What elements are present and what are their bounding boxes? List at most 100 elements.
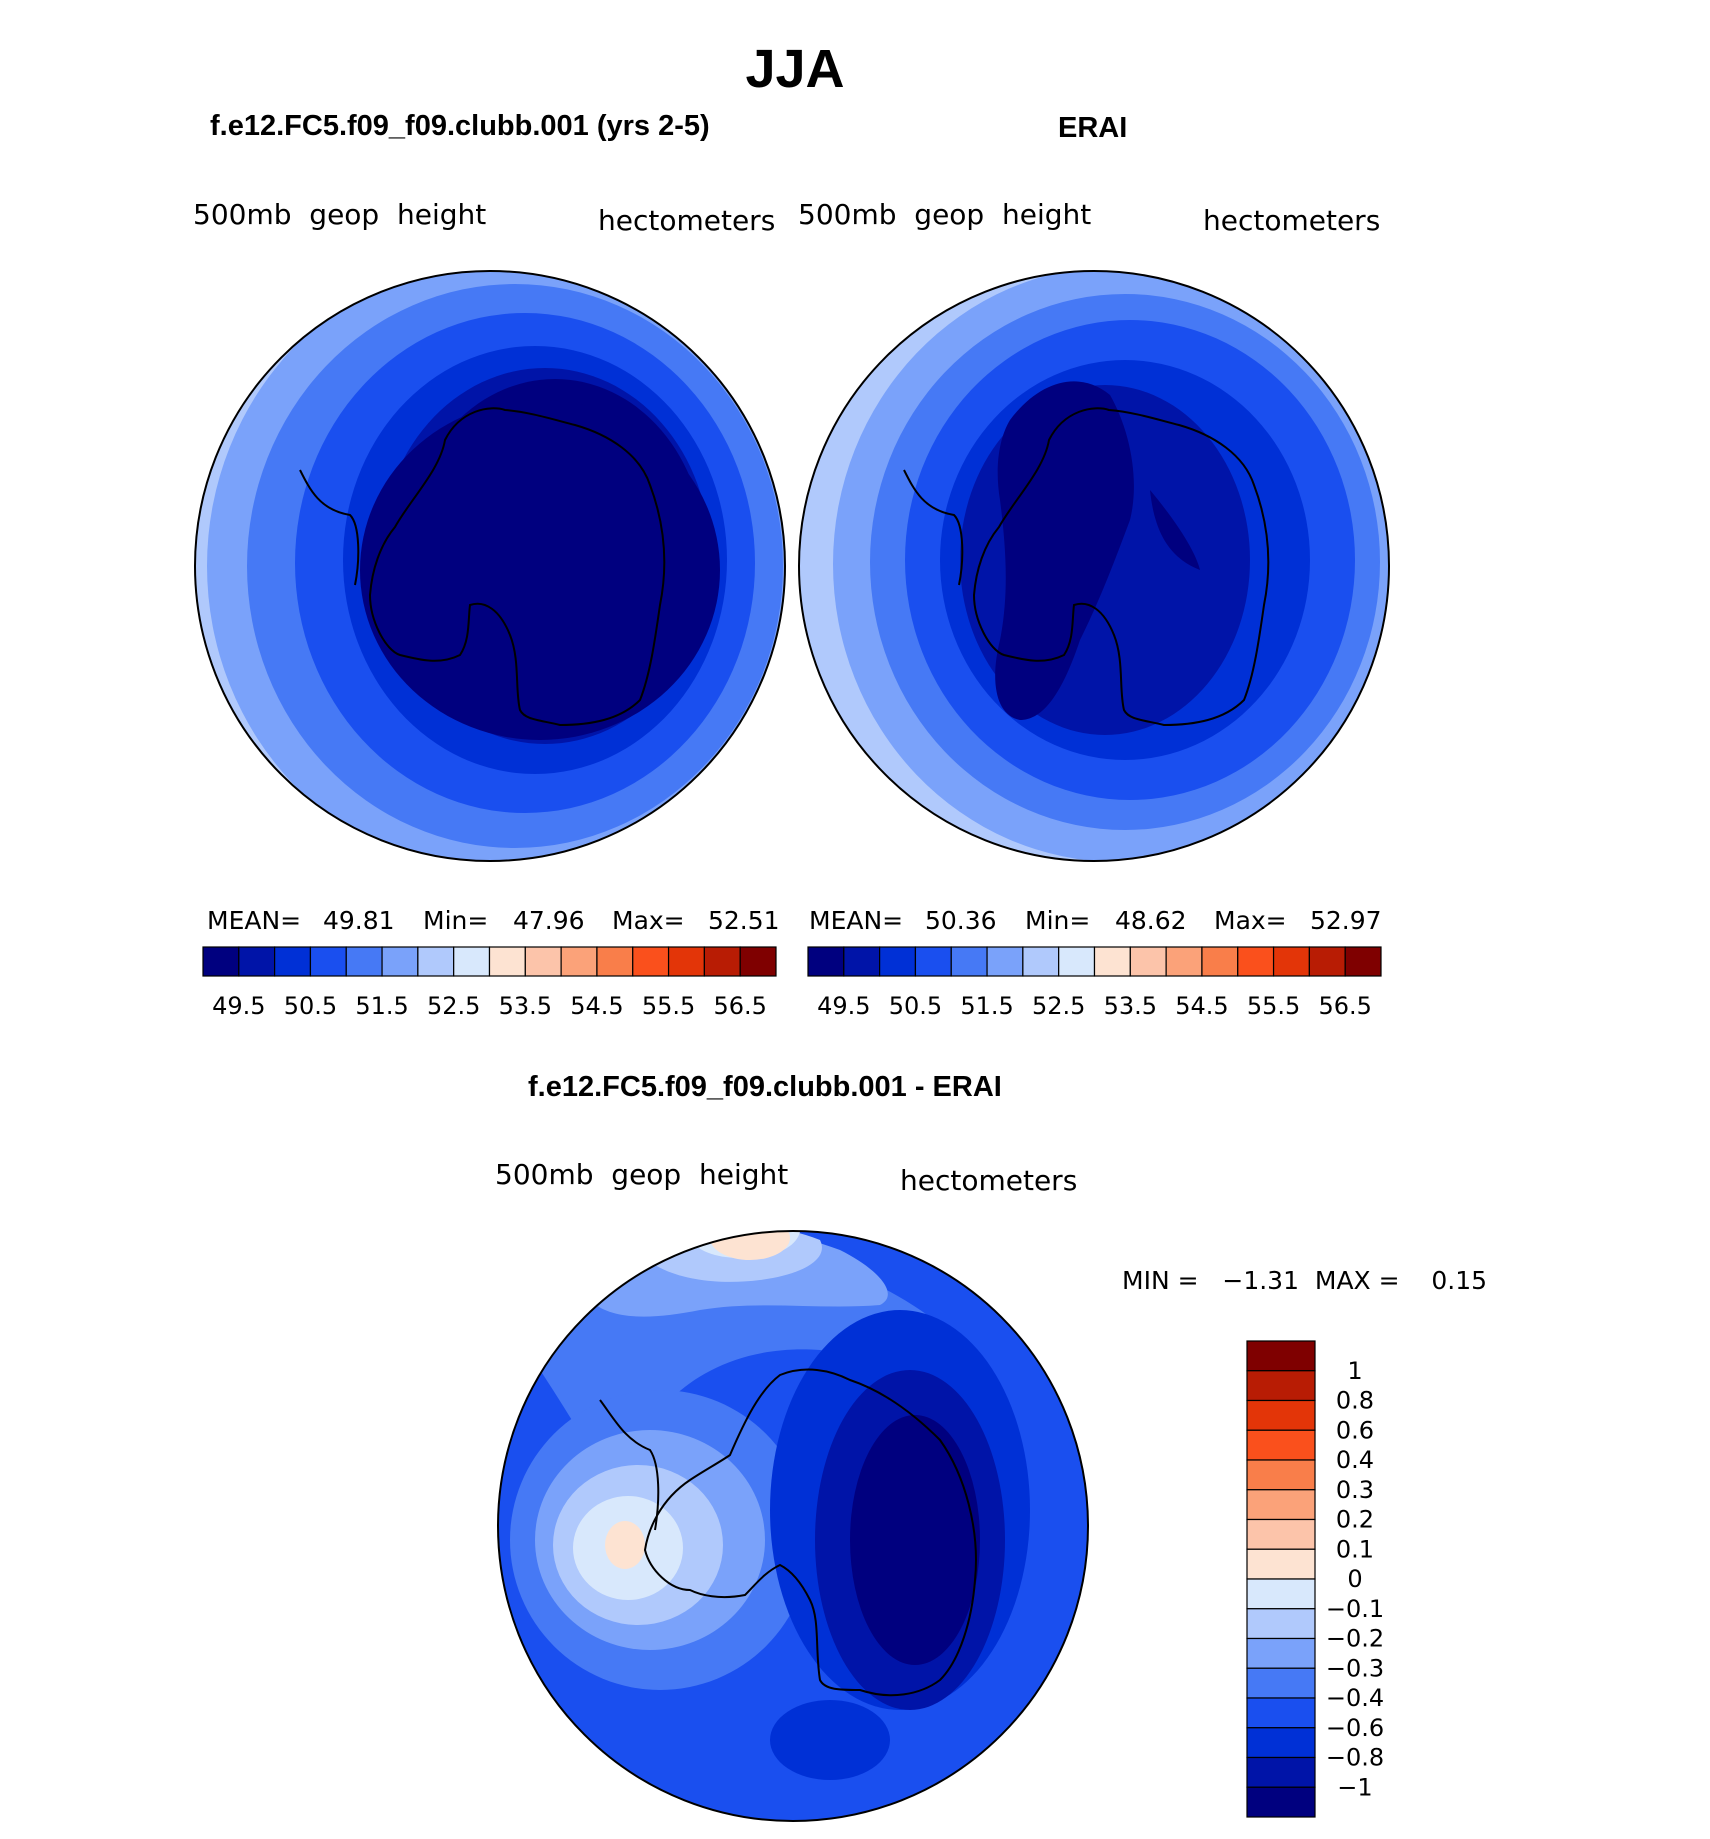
difference-colorbar-box [1246,1608,1316,1640]
right-max-value: 52.97 [1310,906,1382,935]
right-colorbar-tick-label: 52.5 [1032,992,1085,1020]
difference-colorbar-box [1246,1370,1316,1402]
left-variable-label: 500mb geop height [193,198,487,231]
left-colorbar-box [667,946,705,977]
difference-colorbar-box [1246,1459,1316,1491]
difference-colorbar-box [1246,1548,1316,1580]
right-min-label: Min= [1025,906,1091,935]
left-colorbar-box [488,946,526,977]
left-colorbar-box [202,946,240,977]
difference-colorbar-tick-label: −0.3 [1326,1654,1384,1682]
right-panel-heading: ERAI [1058,112,1128,144]
right-colorbar-box [1022,946,1060,977]
diff-panel-heading: f.e12.FC5.f09_f09.clubb.001 - ERAI [528,1071,1002,1103]
difference-colorbar-tick-label: 0.3 [1336,1476,1374,1504]
diff-variable-label: 500mb geop height [495,1158,789,1191]
difference-colorbar-box [1246,1637,1316,1669]
left-colorbar-box [596,946,634,977]
right-colorbar-box [1093,946,1131,977]
right-colorbar-box [950,946,988,977]
antarctica-coastline [903,407,1270,727]
left-colorbar-box [381,946,419,977]
right-mean-value: 50.36 [925,906,997,935]
left-colorbar-tick-label: 53.5 [499,992,552,1020]
difference-map [497,1230,1089,1822]
difference-colorbar-box [1246,1578,1316,1610]
right-colorbar-box [1344,946,1382,977]
difference-colorbar-box [1246,1786,1316,1818]
right-colorbar-tick-label: 51.5 [960,992,1013,1020]
left-colorbar: 49.5 50.5 51.5 52.5 53.5 54.5 55.5 56.5 [202,946,777,1020]
left-units-label: hectometers [598,204,776,237]
right-variable-label: 500mb geop height [798,198,1092,231]
right-colorbar-box [1129,946,1167,977]
left-colorbar-tick-label: 50.5 [284,992,337,1020]
difference-colorbar-box [1246,1340,1316,1372]
left-min-label: Min= [423,906,489,935]
right-colorbar-tick-label: 55.5 [1247,992,1300,1020]
main-title: JJA [745,39,845,99]
difference-colorbar-tick-label: 0.1 [1336,1535,1374,1563]
right-colorbar-box [986,946,1024,977]
difference-colorbar-box [1246,1399,1316,1431]
left-colorbar-tick-label: 55.5 [642,992,695,1020]
difference-colorbar-box [1246,1756,1316,1788]
model-map [194,270,786,862]
left-colorbar-box [560,946,598,977]
difference-colorbar-tick-label: −0.4 [1326,1684,1384,1712]
diff-minmax-label: MIN = −1.31 MAX = 0.15 [1122,1266,1488,1295]
left-colorbar-box [703,946,741,977]
difference-colorbar-box [1246,1667,1316,1699]
right-colorbar-box [1165,946,1203,977]
left-colorbar-box [238,946,276,977]
right-units-label: hectometers [1203,204,1381,237]
left-colorbar-box [632,946,670,977]
right-min-value: 48.62 [1115,906,1187,935]
antarctica-coastline [299,407,666,727]
right-colorbar-tick-label: 53.5 [1104,992,1157,1020]
left-colorbar-box [309,946,347,977]
left-colorbar-tick-label: 51.5 [355,992,408,1020]
right-colorbar-tick-label: 56.5 [1318,992,1371,1020]
left-colorbar-box [739,946,777,977]
left-max-value: 52.51 [708,906,780,935]
difference-colorbar-tick-label: 0.2 [1336,1506,1374,1534]
left-colorbar-box [453,946,491,977]
right-colorbar-tick-label: 54.5 [1175,992,1228,1020]
right-colorbar-box [1058,946,1096,977]
difference-colorbar-tick-label: −1 [1337,1773,1372,1801]
difference-colorbar-box [1246,1429,1316,1461]
left-colorbar-box [345,946,383,977]
right-colorbar-box [1272,946,1310,977]
difference-colorbar-tick-label: 0.6 [1336,1416,1374,1444]
right-colorbar-tick-label: 50.5 [889,992,942,1020]
right-colorbar-box [1308,946,1346,977]
left-max-label: Max= [612,906,685,935]
right-colorbar-box [879,946,917,977]
left-colorbar-box [274,946,312,977]
right-colorbar-box [1237,946,1275,977]
left-colorbar-tick-label: 49.5 [212,992,265,1020]
difference-colorbar-box [1246,1518,1316,1550]
right-max-label: Max= [1214,906,1287,935]
left-mean-label: MEAN= [207,906,302,935]
difference-colorbar-tick-label: −0.8 [1326,1744,1384,1772]
left-min-value: 47.96 [513,906,585,935]
difference-colorbar-tick-label: −0.6 [1326,1714,1384,1742]
erai-map [798,270,1390,862]
left-panel-heading: f.e12.FC5.f09_f09.clubb.001 (yrs 2-5) [210,110,710,142]
right-colorbar-tick-label: 49.5 [817,992,870,1020]
difference-colorbar-box [1246,1489,1316,1521]
difference-colorbar-tick-label: −0.1 [1326,1595,1384,1623]
difference-colorbar-box [1246,1697,1316,1729]
diff-units-label: hectometers [900,1164,1078,1197]
right-colorbar: 49.5 50.5 51.5 52.5 53.5 54.5 55.5 56.5 [807,946,1382,1020]
left-colorbar-tick-label: 54.5 [570,992,623,1020]
difference-colorbar-tick-label: 0 [1347,1565,1362,1593]
difference-colorbar-tick-label: 1 [1347,1357,1362,1385]
right-colorbar-box [1201,946,1239,977]
right-mean-label: MEAN= [809,906,904,935]
difference-colorbar: 10.80.60.40.30.20.10−0.1−0.2−0.3−0.4−0.6… [1246,1340,1384,1818]
left-colorbar-tick-label: 52.5 [427,992,480,1020]
